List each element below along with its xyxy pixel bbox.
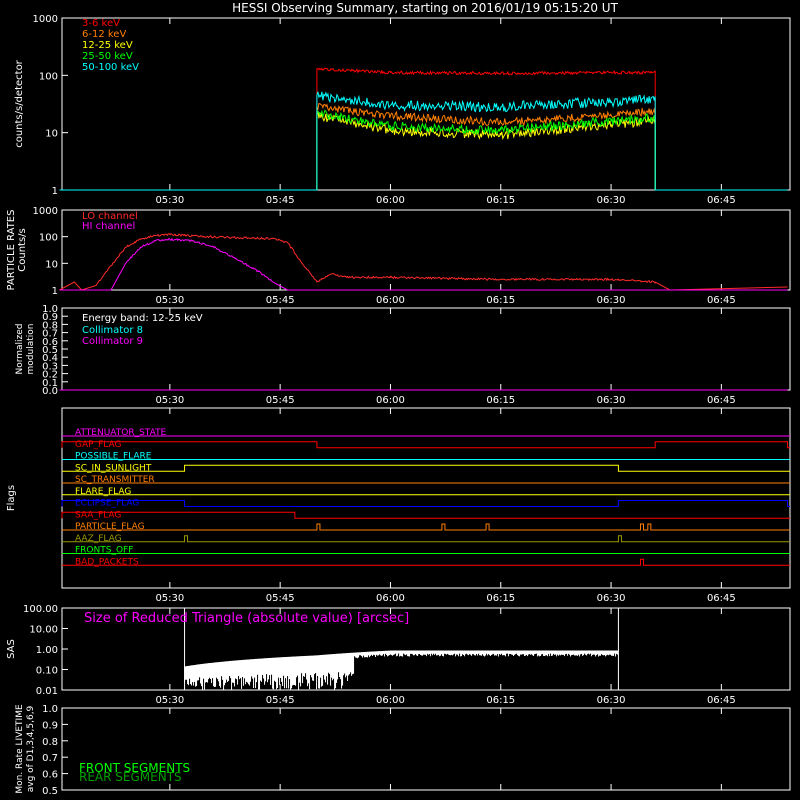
counts-xtick-label: 06:30	[597, 195, 626, 206]
particle-ytick-label: 1	[52, 286, 58, 297]
particle-legend-entry: HI channel	[82, 221, 135, 232]
flags-xtick-label: 05:45	[266, 593, 295, 604]
livetime-ylabel-line2: avg of D1,3,4,5,6,9	[26, 705, 36, 792]
counts-legend-entry: 12-25 keV	[82, 40, 133, 51]
counts-legend-entry: 6-12 keV	[82, 29, 126, 40]
modulation-xtick-label: 06:00	[376, 395, 405, 406]
particle-xtick-label: 05:45	[266, 295, 295, 306]
modulation-xtick-label: 06:45	[707, 395, 736, 406]
sas-ytick-label: 0.01	[36, 686, 58, 697]
counts-xtick-label: 06:15	[486, 195, 515, 206]
livetime-ytick-label: 0.9	[42, 720, 58, 731]
particle-ytick-label: 10	[45, 259, 58, 270]
counts-ytick-label: 100	[39, 71, 58, 82]
livetime-ylabel-line1: Mon. Rate LIVETIME	[15, 704, 25, 794]
modulation-ytick-label: 1.0	[42, 304, 58, 315]
modulation-legend-entry: Collimator 8	[82, 325, 143, 336]
counts-xtick-label: 05:30	[155, 195, 184, 206]
particle-xtick-label: 06:30	[597, 295, 626, 306]
livetime-ytick-label: 0.5	[42, 786, 58, 797]
sas-ytick-label: 10.00	[29, 625, 58, 636]
flags-xtick-label: 05:30	[155, 593, 184, 604]
particle-ytick-label: 100	[39, 233, 58, 244]
modulation-xtick-label: 06:15	[486, 395, 515, 406]
counts-legend-entry: 3-6 keV	[82, 18, 120, 29]
sas-xtick-label: 05:30	[155, 695, 184, 706]
livetime-ytick-label: 0.8	[42, 737, 58, 748]
sas-xtick-label: 06:45	[707, 695, 736, 706]
modulation-xtick-label: 05:45	[266, 395, 295, 406]
modulation-legend-entry: Collimator 9	[82, 336, 143, 347]
flags-xtick-label: 06:30	[597, 593, 626, 604]
counts-xtick-label: 06:00	[376, 195, 405, 206]
sas-ytick-label: 0.10	[36, 666, 58, 677]
sas-ytick-label: 1.00	[36, 645, 58, 656]
sas-xtick-label: 06:30	[597, 695, 626, 706]
counts-legend-entry: 25-50 keV	[82, 51, 133, 62]
particle-ylabel-line2: Counts/s	[17, 228, 28, 272]
particle-xtick-label: 06:45	[707, 295, 736, 306]
livetime-ytick-label: 0.6	[42, 770, 58, 781]
flags-xtick-label: 06:00	[376, 593, 405, 604]
particle-xtick-label: 06:15	[486, 295, 515, 306]
figure-title: HESSI Observing Summary, starting on 201…	[232, 1, 618, 15]
sas-xtick-label: 06:15	[486, 695, 515, 706]
livetime-ytick-label: 0.7	[42, 753, 58, 764]
particle-xtick-label: 05:30	[155, 295, 184, 306]
particle-xtick-label: 06:00	[376, 295, 405, 306]
sas-ytick-label: 100.00	[23, 604, 58, 615]
flags-ylabel: Flags	[6, 485, 17, 511]
modulation-ylabel-line2: modulation	[26, 324, 36, 375]
livetime-legend-entry: REAR SEGMENTS	[79, 770, 182, 784]
particle-ylabel-line1: PARTICLE RATES	[6, 210, 17, 291]
modulation-annotation: Energy band: 12-25 keV	[82, 313, 203, 324]
particle-ytick-label: 1000	[33, 206, 58, 217]
flags-xtick-label: 06:15	[486, 593, 515, 604]
counts-ylabel: counts/s/detector	[14, 59, 25, 147]
modulation-xtick-label: 06:30	[597, 395, 626, 406]
counts-xtick-label: 05:45	[266, 195, 295, 206]
livetime-ytick-label: 1.0	[42, 704, 58, 715]
modulation-xtick-label: 05:30	[155, 395, 184, 406]
counts-xtick-label: 06:45	[707, 195, 736, 206]
sas-annotation: Size of Reduced Triangle (absolute value…	[84, 611, 409, 626]
sas-xtick-label: 06:00	[376, 695, 405, 706]
sas-xtick-label: 05:45	[266, 695, 295, 706]
counts-ytick-label: 10	[45, 129, 58, 140]
counts-ytick-label: 1	[52, 186, 58, 197]
counts-ytick-label: 1000	[33, 14, 58, 25]
counts-legend-entry: 50-100 keV	[82, 62, 139, 73]
sas-ylabel: SAS	[6, 639, 17, 659]
flags-xtick-label: 06:45	[707, 593, 736, 604]
modulation-ylabel-line1: Normalized	[15, 323, 25, 374]
